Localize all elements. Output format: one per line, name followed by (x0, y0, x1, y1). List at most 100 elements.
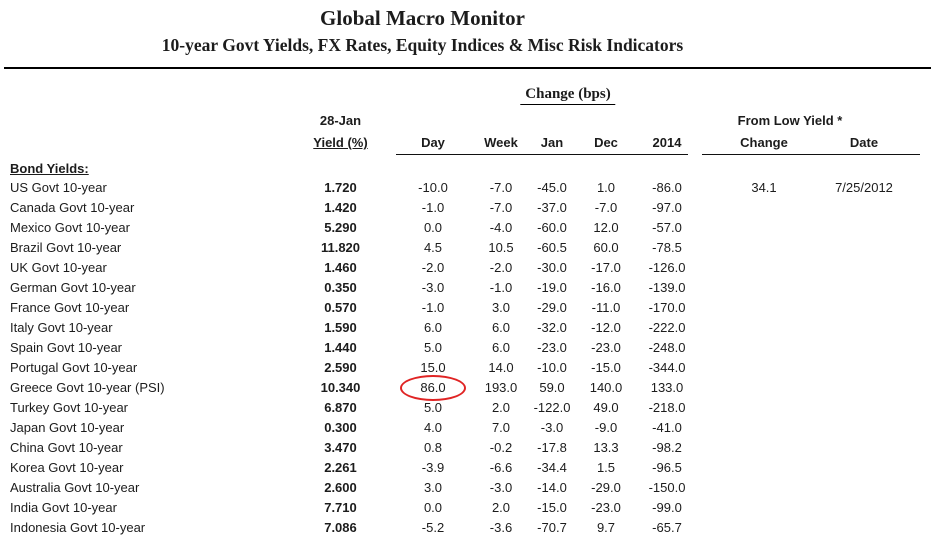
cell-country: Italy Govt 10-year (10, 320, 113, 335)
cell-change-dec: -23.0 (591, 500, 621, 515)
cell-change-2014: -57.0 (652, 220, 682, 235)
table-row: Korea Govt 10-year 2.261 -3.9 -6.6 -34.4 1.5 -… (8, 458, 928, 478)
cell-change-dec: 1.5 (596, 460, 616, 475)
cell-change-jan: -3.0 (540, 420, 564, 435)
cell-low-date (814, 238, 914, 258)
table-row: China Govt 10-year 3.470 0.8 -0.2 -17.8 13.3 -… (8, 438, 928, 458)
cell-yield: 7.086 (324, 520, 357, 535)
cell-change-dec: 12.0 (593, 220, 619, 235)
cell-change-2014: -150.0 (648, 480, 686, 495)
cell-change-2014: -139.0 (648, 280, 686, 295)
cell-change-2014: -97.0 (652, 200, 682, 215)
cell-change-2014: -41.0 (652, 420, 682, 435)
cell-change-2014: 133.0 (650, 380, 684, 395)
cell-country: Greece Govt 10-year (PSI) (10, 380, 165, 395)
cell-change-dec: -23.0 (591, 340, 621, 355)
change-group-label: Change (bps) (520, 86, 616, 105)
cell-change-dec: 1.0 (596, 180, 616, 195)
cell-low-date (814, 358, 914, 378)
cell-country: Australia Govt 10-year (10, 480, 140, 495)
cell-change-jan: -60.5 (537, 240, 567, 255)
cell-change-dec: -7.0 (594, 200, 618, 215)
cell-change-jan: -30.0 (537, 260, 567, 275)
cell-country: Spain Govt 10-year (10, 340, 123, 355)
cell-low-date (814, 258, 914, 278)
col-header-dec: Dec (594, 135, 618, 150)
cell-change-day: 15.0 (420, 360, 446, 375)
table-row: Mexico Govt 10-year 5.290 0.0 -4.0 -60.0 12.0… (8, 218, 928, 238)
cell-change-week: -1.0 (489, 280, 513, 295)
cell-change-day: -1.0 (421, 200, 445, 215)
cell-country: Indonesia Govt 10-year (10, 520, 146, 535)
cell-country: Brazil Govt 10-year (10, 240, 122, 255)
cell-change-jan: -17.8 (537, 440, 567, 455)
cell-change-2014: -65.7 (652, 520, 682, 535)
cell-yield: 1.440 (324, 340, 357, 355)
cell-low-change (714, 378, 814, 398)
cell-country: India Govt 10-year (10, 500, 117, 515)
cell-yield: 1.590 (324, 320, 357, 335)
cell-yield: 2.261 (324, 460, 357, 475)
cell-low-change (714, 198, 814, 218)
page-title: Global Macro Monitor (320, 6, 525, 30)
cell-country: German Govt 10-year (10, 280, 136, 295)
cell-spacer (702, 498, 714, 518)
cell-change-2014: -98.2 (652, 440, 682, 455)
page-subtitle: 10-year Govt Yields, FX Rates, Equity In… (161, 35, 684, 55)
cell-change-day: 86.0 (388, 375, 478, 401)
col-header-low-change: Change (740, 135, 788, 150)
cell-change-day: 5.0 (423, 400, 443, 415)
cell-low-date: 7/25/2012 (835, 180, 893, 195)
cell-change-jan: -10.0 (537, 360, 567, 375)
cell-change-week: 2.0 (491, 500, 511, 515)
cell-country: Portugal Govt 10-year (10, 360, 138, 375)
cell-spacer (702, 318, 714, 338)
cell-change-day: -3.0 (421, 280, 445, 295)
cell-change-jan: -19.0 (537, 280, 567, 295)
table-row: Australia Govt 10-year 2.600 3.0 -3.0 -14.0 -… (8, 478, 928, 498)
cell-yield: 0.350 (324, 280, 357, 295)
cell-change-2014: -218.0 (648, 400, 686, 415)
from-low-columns-rule (702, 154, 920, 158)
table-row: Italy Govt 10-year 1.590 6.0 6.0 -32.0 -12.0 -… (8, 318, 928, 338)
cell-low-change (714, 358, 814, 378)
table-row: Japan Govt 10-year 0.300 4.0 7.0 -3.0 -9.0 -41… (8, 418, 928, 438)
table-row: France Govt 10-year 0.570 -1.0 3.0 -29.0 -11.… (8, 298, 928, 318)
cell-low-change (714, 418, 814, 438)
cell-low-change (714, 318, 814, 338)
cell-change-day: 4.5 (423, 240, 443, 255)
bond-yields-table: 28-Jan From Low Yield * Yield (%) Day We… (8, 110, 928, 538)
cell-change-jan: 59.0 (539, 380, 565, 395)
cell-low-change (714, 398, 814, 418)
cell-change-day: 6.0 (423, 320, 443, 335)
cell-yield: 11.820 (320, 240, 361, 255)
cell-yield: 0.570 (324, 300, 357, 315)
table-row: Canada Govt 10-year 1.420 -1.0 -7.0 -37.0 -7.… (8, 198, 928, 218)
cell-change-jan: -37.0 (537, 200, 567, 215)
cell-yield: 6.870 (324, 400, 357, 415)
cell-spacer (702, 418, 714, 438)
col-header-2014: 2014 (652, 135, 682, 150)
cell-change-week: 7.0 (491, 420, 511, 435)
cell-low-change (714, 438, 814, 458)
cell-change-day: 0.0 (423, 220, 443, 235)
cell-yield: 0.300 (324, 420, 357, 435)
table-row: US Govt 10-year 1.720 -10.0 -7.0 -45.0 1.0 -86… (8, 178, 928, 198)
cell-change-2014: -78.5 (652, 240, 682, 255)
cell-yield: 2.590 (324, 360, 357, 375)
cell-change-week: -7.0 (489, 180, 513, 195)
cell-change-jan: -32.0 (537, 320, 567, 335)
table-row: UK Govt 10-year 1.460 -2.0 -2.0 -30.0 -17.0 -1… (8, 258, 928, 278)
cell-change-week: -7.0 (489, 200, 513, 215)
cell-change-week: -2.0 (489, 260, 513, 275)
cell-yield: 2.600 (324, 480, 357, 495)
cell-change-2014: -170.0 (648, 300, 686, 315)
cell-low-change (714, 238, 814, 258)
cell-low-date (814, 338, 914, 358)
cell-change-week: -6.6 (489, 460, 513, 475)
cell-low-change (714, 278, 814, 298)
cell-low-change: 34.1 (751, 180, 777, 195)
yield-header-line1: 28-Jan (319, 113, 362, 128)
cell-low-date (814, 498, 914, 518)
cell-spacer (702, 178, 714, 198)
